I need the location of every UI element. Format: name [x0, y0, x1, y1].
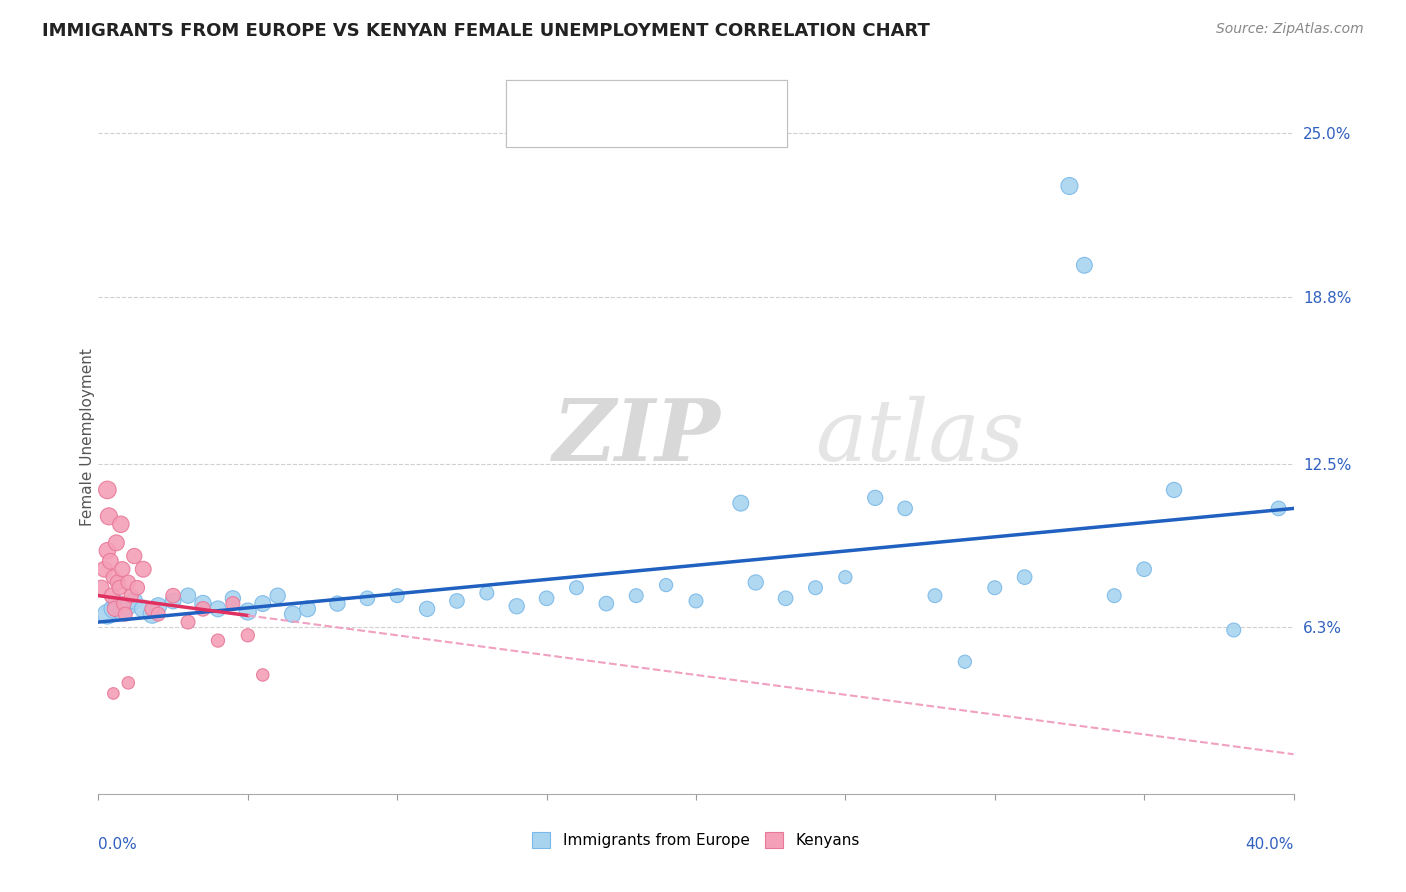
Point: [506, 599, 529, 614]
Point: [110, 517, 132, 532]
Point: [101, 589, 124, 603]
Point: [595, 597, 617, 611]
Point: [1223, 623, 1246, 637]
Point: [177, 615, 200, 629]
Point: [148, 607, 170, 622]
Point: [385, 589, 409, 603]
Point: [103, 686, 125, 700]
Point: [446, 594, 468, 608]
Point: [127, 581, 149, 595]
Legend: R =  0.247   N = 50, R = -0.297   N = 32: R = 0.247 N = 50, R = -0.297 N = 32: [519, 88, 707, 139]
Point: [565, 581, 588, 595]
Point: [96, 607, 118, 622]
Point: [326, 597, 349, 611]
Point: [111, 605, 134, 619]
Point: [112, 597, 135, 611]
Point: [536, 591, 558, 606]
Point: [177, 589, 200, 603]
Point: [124, 594, 146, 608]
Text: atlas: atlas: [815, 396, 1025, 478]
Point: [117, 676, 139, 690]
Point: [1267, 501, 1289, 516]
Point: [124, 549, 146, 563]
Point: [103, 570, 125, 584]
Point: [356, 591, 378, 606]
Point: [96, 543, 118, 558]
Point: [108, 581, 131, 595]
Point: [132, 602, 155, 616]
Text: 0.0%: 0.0%: [98, 837, 138, 852]
Point: [865, 491, 887, 505]
Point: [984, 581, 1007, 595]
Point: [141, 602, 163, 616]
Point: [97, 509, 120, 524]
Point: [416, 602, 439, 616]
Point: [103, 602, 125, 616]
Point: [894, 501, 917, 516]
Point: [1133, 562, 1156, 576]
Point: [281, 607, 304, 622]
Point: [114, 607, 136, 622]
Point: [105, 536, 128, 550]
Text: ZIP: ZIP: [553, 395, 720, 479]
Point: [236, 628, 259, 642]
Point: [207, 633, 229, 648]
Point: [117, 599, 139, 614]
Point: [685, 594, 707, 608]
Text: IMMIGRANTS FROM EUROPE VS KENYAN FEMALE UNEMPLOYMENT CORRELATION CHART: IMMIGRANTS FROM EUROPE VS KENYAN FEMALE …: [42, 22, 929, 40]
Point: [1104, 589, 1126, 603]
Point: [111, 562, 134, 576]
Point: [252, 668, 274, 682]
Point: [252, 597, 274, 611]
Point: [90, 581, 112, 595]
Point: [141, 607, 163, 622]
Point: [96, 483, 118, 497]
Y-axis label: Female Unemployment: Female Unemployment: [80, 348, 94, 526]
Point: [132, 562, 155, 576]
Point: [475, 586, 498, 600]
Point: [297, 602, 319, 616]
Point: [1059, 179, 1081, 194]
Point: [1014, 570, 1036, 584]
Point: [148, 599, 170, 614]
Point: [730, 496, 752, 510]
Point: [207, 602, 229, 616]
Point: [953, 655, 976, 669]
Legend: Immigrants from Europe, Kenyans: Immigrants from Europe, Kenyans: [526, 826, 866, 854]
Point: [117, 575, 139, 590]
Point: [105, 597, 128, 611]
Point: [745, 575, 768, 590]
Point: [191, 602, 214, 616]
Point: [775, 591, 797, 606]
Point: [834, 570, 856, 584]
Point: [804, 581, 827, 595]
Point: [107, 575, 129, 590]
Point: [222, 597, 245, 611]
Point: [1073, 258, 1095, 272]
Point: [162, 589, 184, 603]
Point: [104, 602, 127, 616]
Point: [626, 589, 648, 603]
Text: 40.0%: 40.0%: [1246, 837, 1294, 852]
Point: [236, 605, 259, 619]
Point: [267, 589, 290, 603]
Point: [120, 589, 142, 603]
Text: Source: ZipAtlas.com: Source: ZipAtlas.com: [1216, 22, 1364, 37]
Point: [655, 578, 678, 592]
Point: [222, 591, 245, 606]
Point: [93, 562, 115, 576]
Point: [191, 597, 214, 611]
Point: [162, 594, 184, 608]
Point: [924, 589, 946, 603]
Point: [1163, 483, 1185, 497]
Point: [98, 554, 122, 568]
